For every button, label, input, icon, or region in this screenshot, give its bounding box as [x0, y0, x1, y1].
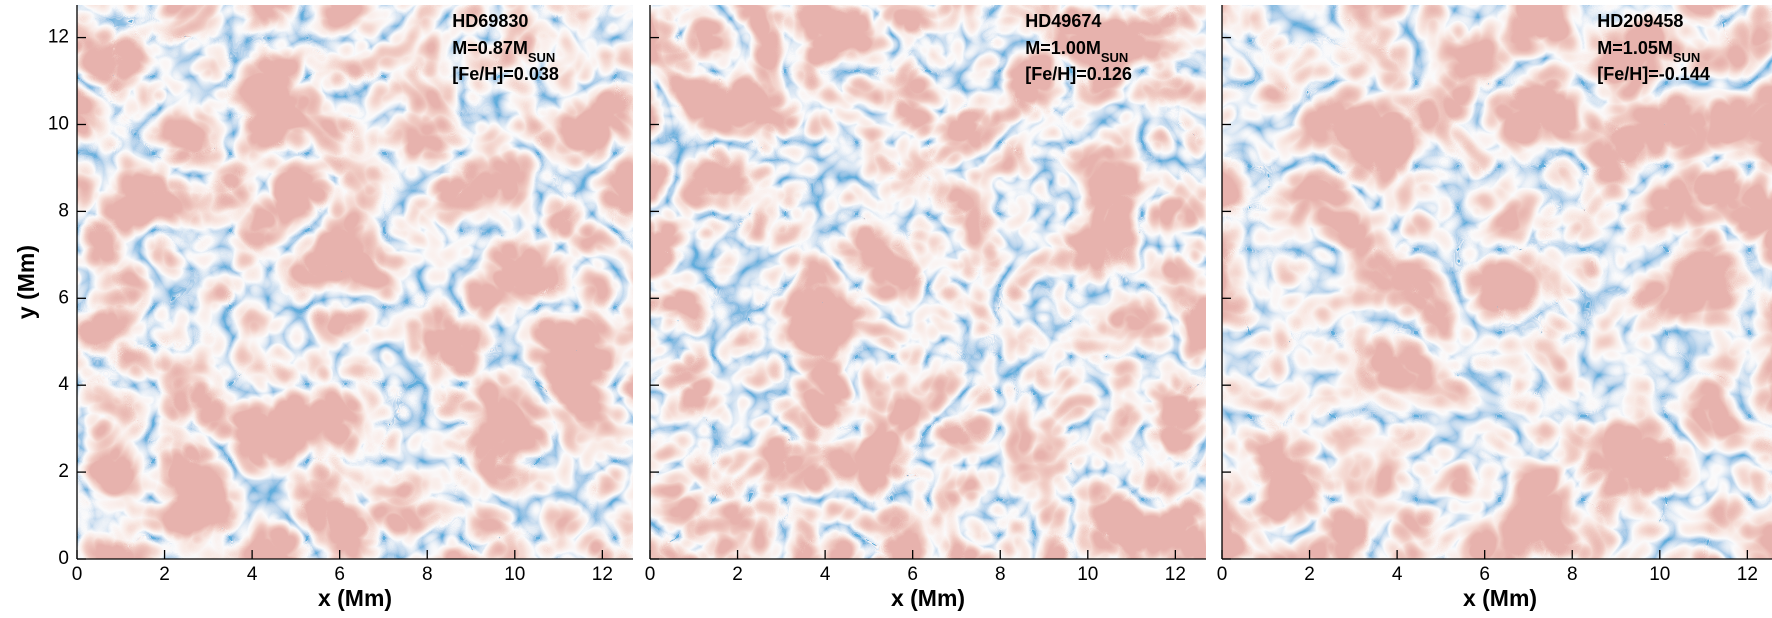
metallicity: [Fe/H]=-0.144 — [1597, 64, 1710, 84]
x-tick-label: 4 — [1392, 564, 1403, 585]
mass-value: M=1.05M — [1597, 38, 1673, 58]
x-tick-label: 6 — [907, 564, 918, 585]
x-tick-label: 2 — [159, 564, 170, 585]
granulation-field — [650, 5, 1206, 559]
y-tick-label: 8 — [58, 200, 69, 221]
x-tick-label: 4 — [247, 564, 258, 585]
x-tick-label: 2 — [1304, 564, 1315, 585]
granulation-field — [1222, 5, 1772, 559]
mass-label: M=1.00MSUN — [1025, 38, 1128, 65]
x-tick-label: 10 — [504, 564, 525, 585]
x-tick-label: 8 — [422, 564, 433, 585]
star-name: HD49674 — [1025, 11, 1101, 31]
y-tick-label: 12 — [48, 27, 69, 48]
y-tick-label: 2 — [58, 461, 69, 482]
mass-label: M=0.87MSUN — [452, 38, 555, 65]
x-tick-label: 12 — [592, 564, 613, 585]
mass-label: M=1.05MSUN — [1597, 38, 1700, 65]
x-tick-label: 6 — [1479, 564, 1490, 585]
x-tick-label: 0 — [1217, 564, 1228, 585]
y-tick-label: 6 — [58, 287, 69, 308]
x-tick-label: 4 — [820, 564, 831, 585]
x-tick-label: 0 — [72, 564, 83, 585]
mass-unit: SUN — [1673, 50, 1700, 65]
x-tick-label: 12 — [1737, 564, 1758, 585]
mass-unit: SUN — [528, 50, 555, 65]
x-tick-label: 2 — [732, 564, 743, 585]
x-axis-label: x (Mm) — [1463, 585, 1537, 611]
x-tick-label: 0 — [645, 564, 656, 585]
star-name: HD69830 — [452, 11, 528, 31]
y-tick-label: 10 — [48, 114, 69, 135]
y-axis-label: y (Mm) — [13, 245, 39, 319]
y-tick-label: 4 — [58, 374, 69, 395]
mass-value: M=0.87M — [452, 38, 528, 58]
x-tick-label: 8 — [1567, 564, 1578, 585]
x-tick-label: 10 — [1649, 564, 1670, 585]
star-name: HD209458 — [1597, 11, 1683, 31]
x-axis-label: x (Mm) — [891, 585, 965, 611]
x-tick-label: 8 — [995, 564, 1006, 585]
granulation-field — [77, 5, 633, 559]
x-axis-label: x (Mm) — [318, 585, 392, 611]
x-tick-label: 12 — [1165, 564, 1186, 585]
x-tick-label: 10 — [1077, 564, 1098, 585]
mass-value: M=1.00M — [1025, 38, 1101, 58]
mass-unit: SUN — [1101, 50, 1128, 65]
metallicity: [Fe/H]=0.126 — [1025, 64, 1132, 84]
y-tick-label: 0 — [58, 548, 69, 569]
x-tick-label: 6 — [334, 564, 345, 585]
metallicity: [Fe/H]=0.038 — [452, 64, 559, 84]
